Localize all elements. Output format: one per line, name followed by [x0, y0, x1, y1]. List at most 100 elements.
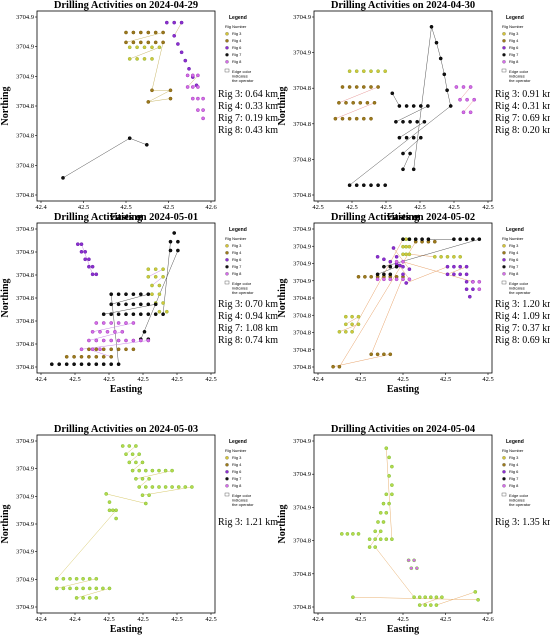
data-point: [432, 239, 437, 244]
data-point: [390, 483, 394, 487]
plot-frame: [36, 434, 216, 614]
data-point: [404, 244, 409, 249]
route-line: [419, 596, 443, 606]
x-tick-label: 42.5: [205, 376, 216, 383]
data-point: [153, 267, 158, 272]
data-point: [388, 272, 393, 277]
data-point: [369, 352, 374, 357]
data-point: [429, 24, 434, 29]
data-point: [138, 292, 143, 297]
y-tick-label: 3704.8: [293, 604, 311, 611]
data-point: [163, 485, 168, 489]
route-lines: [352, 448, 479, 606]
data-point: [74, 586, 79, 591]
legend-note-swatch: [501, 492, 507, 497]
data-point: [445, 88, 449, 93]
y-tick-label: 3704.9: [293, 226, 311, 233]
y-axis-label: Northing: [277, 505, 288, 544]
data-point: [142, 57, 147, 61]
data-point: [434, 595, 439, 600]
data-point: [79, 249, 84, 254]
plot-frame: [313, 434, 493, 614]
data-point: [387, 501, 391, 506]
legend-note: the operator: [509, 78, 531, 83]
points-layer: [331, 237, 482, 369]
x-tick-label: 42.5: [440, 376, 451, 383]
legend-entry: Rig 3: [232, 455, 242, 460]
data-point: [354, 183, 359, 188]
data-point: [138, 312, 143, 317]
y-axis-label: Northing: [0, 279, 11, 318]
data-point: [401, 244, 405, 249]
data-point: [124, 292, 128, 297]
route-line: [402, 153, 411, 170]
route-line: [436, 591, 476, 606]
data-point: [172, 33, 177, 38]
distance-label: Rig 7: 1.08 km: [218, 323, 278, 334]
data-point: [382, 272, 386, 277]
y-tick-label: 3704.8: [16, 318, 34, 325]
data-point: [150, 45, 154, 50]
x-tick-label: 42.4: [69, 616, 81, 623]
data-point: [61, 176, 65, 180]
route-line: [444, 74, 448, 91]
data-point: [94, 596, 99, 600]
data-point: [378, 529, 383, 534]
data-point: [140, 460, 145, 465]
data-point: [94, 362, 99, 367]
data-point: [452, 264, 456, 269]
data-point: [196, 85, 200, 89]
route-line: [148, 98, 171, 103]
data-point: [423, 603, 428, 607]
data-point: [367, 537, 372, 542]
route-line: [129, 137, 147, 146]
legend-title: Legend: [506, 227, 524, 233]
data-point: [445, 264, 450, 269]
legend-entry: Rig 8: [232, 59, 242, 64]
legend-subtitle: Rig Number: [502, 236, 524, 241]
data-point: [107, 500, 112, 504]
data-point: [404, 252, 409, 257]
distance-label: Rig 3: 0.70 km: [218, 299, 278, 310]
data-point: [109, 321, 114, 325]
data-point: [344, 100, 348, 105]
data-point: [388, 264, 393, 269]
route-line: [402, 137, 421, 154]
data-point: [445, 254, 450, 259]
data-point: [143, 485, 148, 489]
x-tick-label: 42.5: [397, 616, 408, 623]
legend-title: Legend: [229, 15, 247, 21]
data-point: [127, 45, 132, 50]
data-point: [168, 248, 173, 253]
data-point: [94, 586, 99, 591]
y-tick-label: 3704.8: [293, 364, 311, 371]
data-point: [131, 321, 136, 325]
data-point: [116, 347, 121, 352]
y-tick-label: 3704.8: [293, 192, 311, 199]
y-tick-label: 3704.9: [16, 521, 34, 528]
route-line: [62, 138, 130, 179]
data-point: [465, 97, 469, 102]
data-point: [157, 468, 161, 473]
data-point: [391, 246, 396, 250]
data-point: [394, 264, 399, 269]
data-point: [426, 104, 430, 108]
plot-frame: [313, 10, 493, 202]
data-point: [150, 88, 154, 93]
y-tick-label: 3704.8: [16, 192, 34, 199]
data-point: [382, 264, 386, 269]
data-point: [153, 312, 158, 317]
data-point: [107, 586, 112, 591]
y-tick-label: 3704.8: [293, 571, 311, 578]
data-point: [164, 309, 169, 314]
legend: Legend Rig Number Rig 3 Rig 4 Rig 6 Rig 7 Rig …: [224, 15, 254, 83]
data-point: [445, 272, 450, 277]
data-point: [418, 104, 423, 108]
data-point: [157, 292, 162, 297]
data-point: [104, 492, 109, 496]
legend-note: indicates: [232, 498, 248, 503]
legend-entry: Rig 3: [232, 243, 242, 248]
data-point: [87, 354, 91, 359]
distance-label: Rig 8: 0.69 km: [495, 335, 550, 346]
data-point: [418, 135, 423, 140]
